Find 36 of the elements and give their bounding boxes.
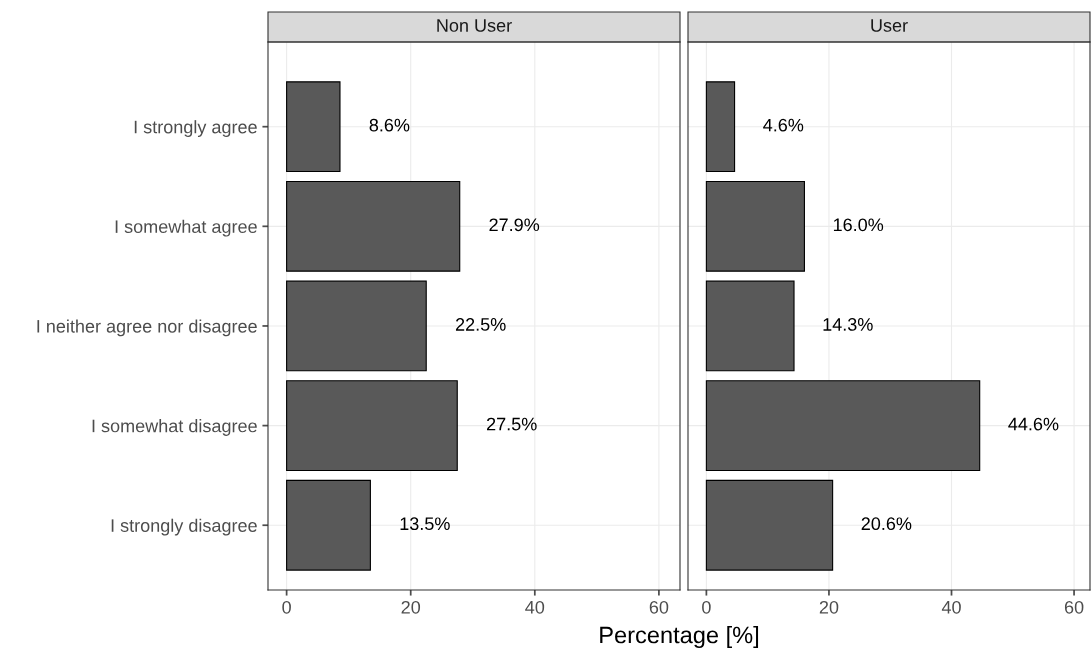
bar bbox=[705, 380, 981, 471]
bar bbox=[286, 280, 427, 372]
y-tick-label: I somewhat disagree bbox=[92, 419, 257, 436]
x-tick-label: 20 bbox=[819, 600, 839, 614]
x-tick-label: 60 bbox=[1064, 600, 1084, 614]
bar bbox=[286, 81, 341, 173]
x-tick-label: 0 bbox=[282, 600, 291, 614]
bar bbox=[705, 479, 834, 571]
data-label: 27.9% bbox=[489, 218, 540, 232]
x-tick-label: 20 bbox=[401, 600, 421, 614]
y-tick-label: I somewhat agree bbox=[115, 219, 257, 237]
data-label: 22.5% bbox=[455, 318, 506, 331]
data-label: 13.5% bbox=[400, 517, 450, 531]
y-tick-label: I strongly agree bbox=[134, 120, 257, 137]
data-label: 4.6% bbox=[763, 118, 804, 132]
bar bbox=[286, 380, 458, 471]
data-label: 20.6% bbox=[861, 517, 912, 531]
x-tick-label: 40 bbox=[941, 600, 961, 614]
data-label: 8.6% bbox=[369, 118, 410, 132]
y-tick-label: I neither agree nor disagree bbox=[37, 319, 257, 337]
x-axis-title: Percentage [%] bbox=[600, 625, 759, 649]
chart-title: Non User bbox=[437, 19, 512, 32]
x-tick-label: 60 bbox=[649, 600, 669, 614]
x-tick-label: 0 bbox=[702, 600, 711, 614]
bar bbox=[286, 479, 371, 571]
y-tick-label: I strongly disagree bbox=[111, 518, 257, 536]
data-label: 14.3% bbox=[823, 318, 873, 331]
chart-title: User bbox=[871, 19, 908, 32]
x-tick-label: 40 bbox=[525, 600, 545, 614]
bar bbox=[705, 280, 795, 372]
data-label: 44.6% bbox=[1008, 417, 1059, 431]
data-label: 16.0% bbox=[833, 218, 884, 232]
bar bbox=[705, 81, 736, 173]
bar bbox=[705, 180, 805, 272]
bar bbox=[286, 180, 461, 272]
data-label: 27.5% bbox=[487, 417, 537, 431]
